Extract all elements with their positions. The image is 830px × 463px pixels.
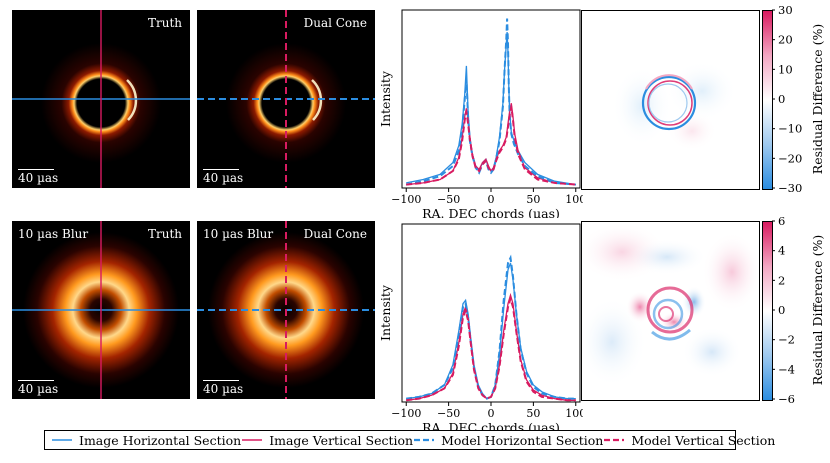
colorbar-tick-label: 20 (778, 33, 793, 47)
x-tick-label: 100 (565, 407, 583, 420)
plot-frame (401, 223, 581, 403)
x-tick-label: −100 (391, 193, 421, 206)
scale-bar (203, 380, 239, 381)
legend-label: Model Horizontal Section (441, 432, 604, 448)
colorbar-tick-label: −30 (778, 181, 802, 195)
image-label: Dual Cone (303, 227, 367, 241)
ring-image (197, 221, 375, 399)
image-label: Truth (147, 16, 182, 30)
legend-swatch (242, 439, 263, 441)
residual-map-top (581, 10, 760, 190)
colorbar-tick-label: −4 (778, 362, 795, 376)
blur-label: 10 µas Blur (203, 227, 274, 241)
scale-label: 40 µas (203, 382, 244, 396)
scale-bar (18, 380, 54, 381)
x-tick-label: −100 (391, 407, 421, 420)
x-tick-label: −50 (437, 407, 460, 420)
colorbar-bottom (762, 221, 773, 401)
truth-image-top: Truth 40 µas (12, 10, 190, 188)
colorbar-tick-label: 0 (778, 303, 785, 317)
x-tick-label: 50 (526, 407, 540, 420)
scale-label: 40 µas (203, 171, 244, 185)
plot-frame (401, 9, 581, 189)
ring-image (197, 10, 375, 188)
image-label: Dual Cone (303, 16, 367, 30)
model-image-bottom: 10 µas Blur Dual Cone 40 µas (197, 221, 375, 399)
x-axis-label: RA. DEC chords (µas) (422, 206, 560, 218)
truth-image-bottom: 10 µas Blur Truth 40 µas (12, 221, 190, 399)
colorbar-top (762, 10, 773, 190)
scale-label: 40 µas (18, 382, 59, 396)
legend-item: Model Vertical Section (603, 433, 775, 448)
legend-swatch (52, 439, 72, 441)
ring-image (12, 10, 190, 188)
series-model-horizontal-section (406, 18, 576, 186)
residual-map-bottom (581, 221, 760, 401)
series-model-horizontal-section (406, 254, 576, 400)
legend-label: Model Vertical Section (631, 432, 776, 448)
legend-item: Image Horizontal Section (51, 433, 241, 448)
colorbar-label: Residual Difference (%) (810, 235, 825, 385)
model-image-top: Dual Cone 40 µas (197, 10, 375, 188)
colorbar-ticks-top: −30 −20 −10 0 10 20 30 Residual Difference (%) (772, 3, 825, 195)
colorbar-tick-label: 30 (778, 3, 793, 17)
legend-swatch (414, 438, 435, 442)
legend-label: Image Horizontal Section (79, 432, 242, 448)
series-image-horizontal-section (406, 262, 576, 400)
x-axis-label: RA. DEC chords (µas) (422, 420, 560, 432)
blur-label: 10 µas Blur (18, 227, 89, 241)
scale-bar (18, 169, 54, 170)
image-label: Truth (147, 227, 182, 241)
colorbar-tick-label: 4 (778, 244, 785, 258)
residual-heatmap (582, 11, 759, 189)
colorbar-tick-label: −6 (778, 392, 795, 406)
scale-label: 40 µas (18, 171, 59, 185)
series-model-vertical-section (406, 106, 576, 186)
intensity-chart-top: −100 −50 0 50 100 RA. DEC chords (µas) Intensi… (378, 9, 583, 218)
ring-image (12, 221, 190, 399)
series-image-horizontal-section (406, 31, 576, 186)
series-image-vertical-section (406, 292, 576, 401)
x-tick-label: 50 (526, 193, 540, 206)
colorbar-tick-label: 6 (778, 214, 785, 228)
colorbar-label: Residual Difference (%) (810, 24, 825, 174)
legend-item: Image Vertical Section (241, 433, 413, 448)
colorbar-tick-label: 10 (778, 62, 793, 76)
x-tick-label: 0 (488, 193, 495, 206)
colorbar-tick-label: 0 (778, 92, 785, 106)
scale-bar (203, 169, 239, 170)
legend-item: Model Horizontal Section (413, 433, 603, 448)
x-tick-label: 100 (565, 193, 583, 206)
colorbar-ticks-bottom: −6 −4 −2 0 2 4 6 Residual Difference (%) (772, 214, 825, 406)
y-axis-label: Intensity (378, 284, 393, 341)
intensity-chart-bottom: −100 −50 0 50 100 RA. DEC chords (µas) Intensi… (378, 223, 583, 432)
legend-label: Image Vertical Section (269, 432, 414, 448)
colorbar-tick-label: −2 (778, 333, 795, 347)
y-axis-label: Intensity (378, 70, 393, 127)
residual-heatmap (582, 222, 759, 400)
colorbar-tick-label: −10 (778, 122, 802, 136)
legend-swatch (604, 438, 625, 442)
colorbar-tick-label: 2 (778, 273, 785, 287)
series-model-vertical-section (406, 295, 576, 402)
colorbar-tick-label: −20 (778, 151, 802, 165)
x-tick-label: −50 (437, 193, 460, 206)
legend: Image Horizontal Section Image Vertical S… (44, 430, 775, 450)
x-tick-label: 0 (488, 407, 495, 420)
